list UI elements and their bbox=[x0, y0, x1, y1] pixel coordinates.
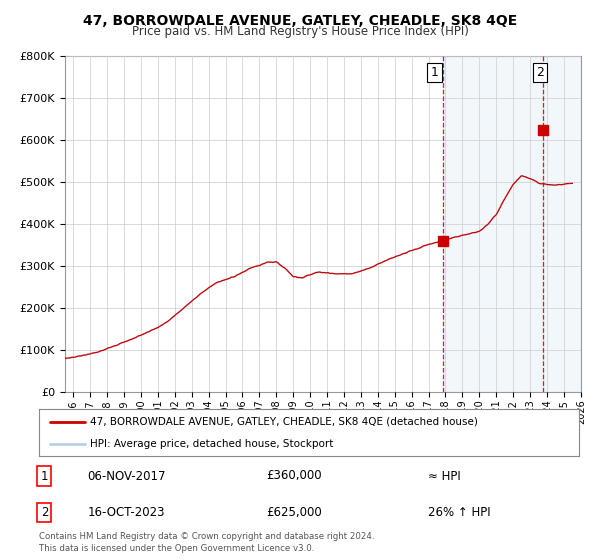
Text: 26% ↑ HPI: 26% ↑ HPI bbox=[428, 506, 490, 519]
Bar bbox=[443, 56, 544, 392]
Bar bbox=[544, 56, 581, 392]
Text: 2: 2 bbox=[41, 506, 48, 519]
Text: 47, BORROWDALE AVENUE, GATLEY, CHEADLE, SK8 4QE: 47, BORROWDALE AVENUE, GATLEY, CHEADLE, … bbox=[83, 14, 517, 28]
Text: Price paid vs. HM Land Registry's House Price Index (HPI): Price paid vs. HM Land Registry's House … bbox=[131, 25, 469, 38]
Text: Contains HM Land Registry data © Crown copyright and database right 2024.
This d: Contains HM Land Registry data © Crown c… bbox=[39, 533, 374, 553]
Text: 06-NOV-2017: 06-NOV-2017 bbox=[88, 469, 166, 483]
Text: HPI: Average price, detached house, Stockport: HPI: Average price, detached house, Stoc… bbox=[90, 438, 334, 449]
Text: 1: 1 bbox=[431, 66, 439, 80]
Text: ≈ HPI: ≈ HPI bbox=[428, 469, 461, 483]
Text: 47, BORROWDALE AVENUE, GATLEY, CHEADLE, SK8 4QE (detached house): 47, BORROWDALE AVENUE, GATLEY, CHEADLE, … bbox=[90, 417, 478, 427]
Text: 1: 1 bbox=[41, 469, 48, 483]
Text: 16-OCT-2023: 16-OCT-2023 bbox=[88, 506, 165, 519]
Text: £625,000: £625,000 bbox=[266, 506, 322, 519]
Text: £360,000: £360,000 bbox=[266, 469, 322, 483]
Text: 2: 2 bbox=[536, 66, 544, 80]
